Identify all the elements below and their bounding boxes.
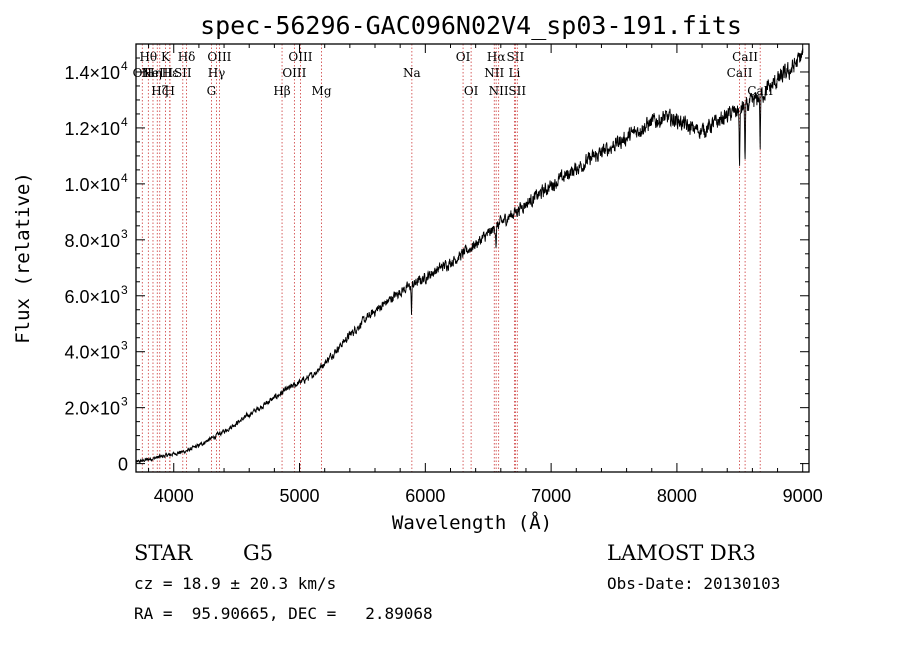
line-marker-label-15: OIII — [288, 50, 312, 64]
line-marker-label-1: Hθ — [139, 50, 157, 64]
x-axis: 4000 5000 6000 7000 8000 9000 — [148, 44, 823, 506]
x-tick-label-3: 7000 — [531, 486, 571, 506]
y-tick-label-3: 6.0×10 — [64, 287, 120, 307]
coordinates: RA = 95.90665, DEC = 2.89068 — [134, 604, 433, 623]
line-marker-label-22: NII — [489, 84, 509, 98]
line-marker-layer: OIIHθHηNeIIIHζKHHεSIIHδGHγOIIIHβOIIIOIII… — [133, 44, 773, 472]
y-tick-label-5: 1.0×10 — [64, 175, 120, 195]
line-marker-label-16: Mg — [312, 84, 332, 98]
line-marker-label-9: Hδ — [178, 50, 196, 64]
line-marker-label-5: K — [161, 50, 171, 64]
y-axis-label: Flux (relative) — [12, 172, 34, 344]
y-tick-exponent-6: 4 — [121, 115, 128, 129]
line-marker-label-12: OIII — [207, 50, 231, 64]
obs-date: Obs-Date: 20130103 — [607, 574, 780, 593]
plot-frame — [135, 43, 810, 473]
x-tick-label-4: 8000 — [657, 486, 697, 506]
line-marker-label-4: Hζ — [151, 84, 168, 98]
y-tick-exponent-1: 3 — [121, 395, 128, 409]
y-tick-exponent-5: 4 — [121, 171, 128, 185]
y-tick-label-0: 0 — [118, 455, 128, 475]
line-marker-label-18: OI — [456, 50, 471, 64]
line-marker-label-7: Hε — [162, 66, 179, 80]
y-tick-exponent-7: 4 — [121, 59, 128, 73]
line-marker-label-26: CaII — [727, 66, 753, 80]
y-tick-label-7: 1.4×10 — [64, 63, 120, 83]
y-tick-exponent-4: 3 — [121, 227, 128, 241]
line-marker-label-11: Hγ — [208, 66, 226, 80]
line-marker-label-0: OII — [133, 66, 153, 80]
x-axis-label: Wavelength (Å) — [392, 511, 552, 534]
survey-name: LAMOST DR3 — [607, 541, 756, 565]
spectrum-line — [135, 48, 804, 464]
x-tick-label-5: 9000 — [783, 486, 823, 506]
line-marker-label-14: OIII — [282, 66, 306, 80]
y-axis: 02.0×10 34.0×10 36.0×10 38.0×10 31.0×10 41.2×… — [64, 57, 809, 475]
object-type: STAR — [134, 541, 193, 565]
y-tick-exponent-3: 3 — [121, 283, 128, 297]
y-tick-label-6: 1.2×10 — [64, 119, 120, 139]
redshift-readout: cz = 18.9 ± 20.3 km/s — [134, 574, 336, 593]
line-marker-label-21: Hα — [487, 50, 506, 64]
line-marker-label-27: CaII — [732, 50, 758, 64]
x-tick-label-0: 4000 — [154, 486, 194, 506]
line-marker-label-8: SII — [174, 66, 192, 80]
object-subclass: G5 — [243, 541, 273, 565]
line-marker-label-24: SII — [507, 50, 525, 64]
line-marker-label-13: Hβ — [273, 84, 290, 98]
line-marker-label-23: Li — [508, 66, 520, 80]
y-tick-label-1: 2.0×10 — [64, 399, 120, 419]
x-tick-label-2: 6000 — [405, 486, 445, 506]
line-marker-label-25: SII — [508, 84, 526, 98]
x-tick-label-1: 5000 — [280, 486, 320, 506]
line-marker-label-10: G — [207, 84, 217, 98]
line-marker-label-17: Na — [403, 66, 421, 80]
spectrum-layer — [135, 48, 804, 464]
y-tick-label-4: 8.0×10 — [64, 231, 120, 251]
chart-title: spec-56296-GAC096N02V4_sp03-191.fits — [200, 11, 742, 40]
line-marker-label-20: NII — [484, 66, 504, 80]
y-tick-exponent-2: 3 — [121, 339, 128, 353]
line-marker-label-19: OI — [464, 84, 479, 98]
y-tick-label-2: 4.0×10 — [64, 343, 120, 363]
